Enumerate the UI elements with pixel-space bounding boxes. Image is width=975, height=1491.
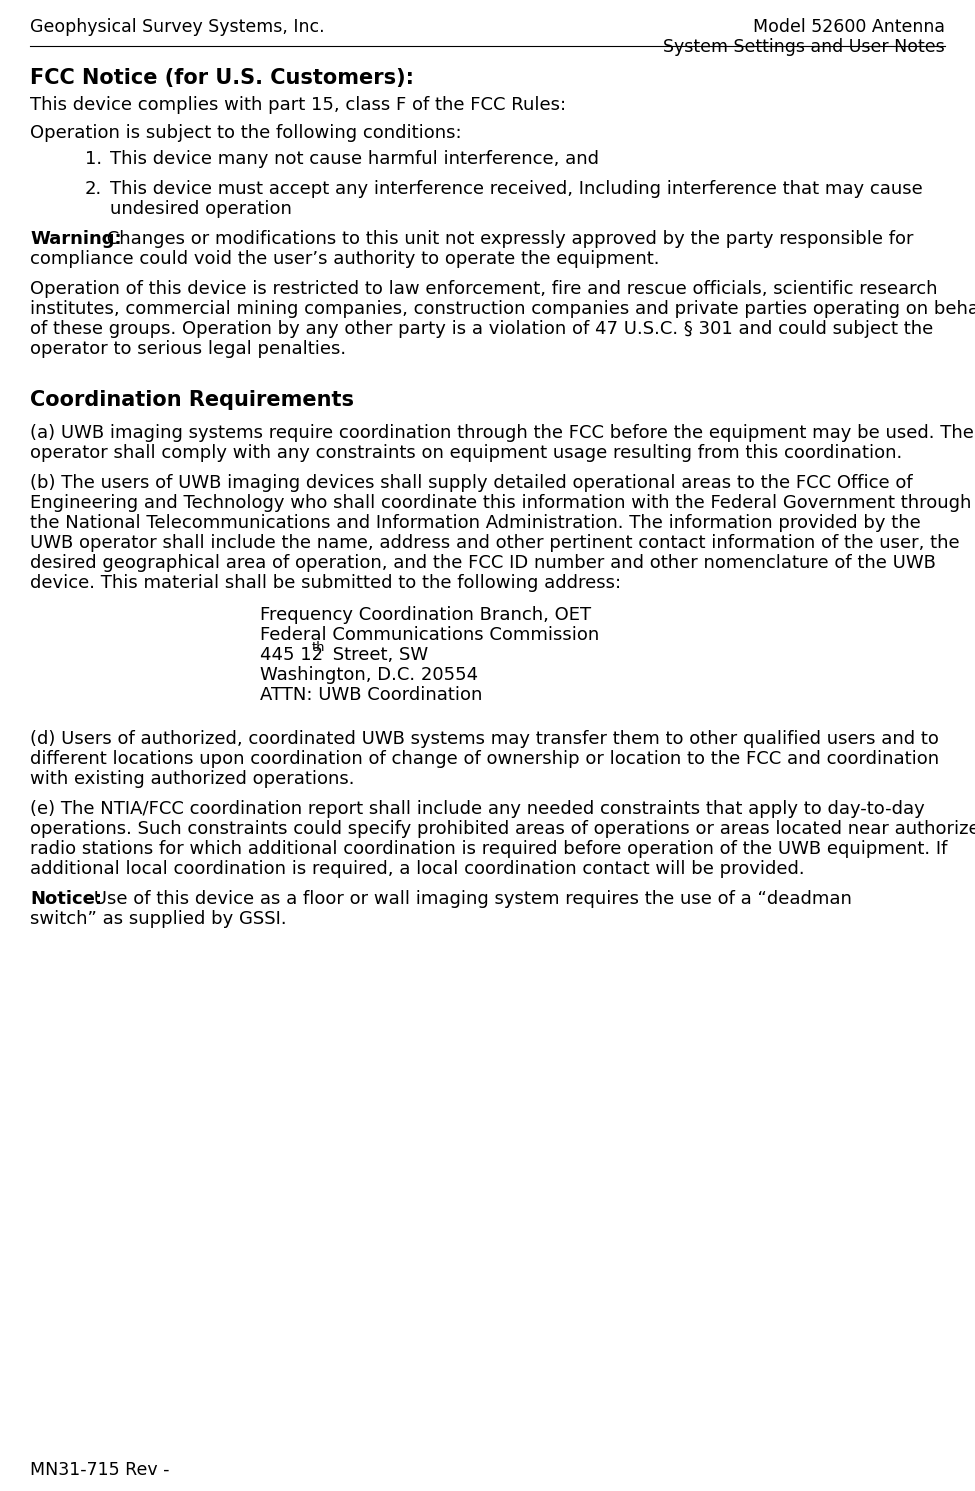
Text: (a) UWB imaging systems require coordination through the FCC before the equipmen: (a) UWB imaging systems require coordina… <box>30 423 974 441</box>
Text: Frequency Coordination Branch, OET: Frequency Coordination Branch, OET <box>260 605 591 625</box>
Text: Model 52600 Antenna: Model 52600 Antenna <box>753 18 945 36</box>
Text: FCC Notice (for U.S. Customers):: FCC Notice (for U.S. Customers): <box>30 69 414 88</box>
Text: with existing authorized operations.: with existing authorized operations. <box>30 769 355 789</box>
Text: (e) The NTIA/FCC coordination report shall include any needed constraints that a: (e) The NTIA/FCC coordination report sha… <box>30 801 924 819</box>
Text: different locations upon coordination of change of ownership or location to the : different locations upon coordination of… <box>30 750 939 768</box>
Text: institutes, commercial mining companies, construction companies and private part: institutes, commercial mining companies,… <box>30 300 975 318</box>
Text: compliance could void the user’s authority to operate the equipment.: compliance could void the user’s authori… <box>30 250 659 268</box>
Text: undesired operation: undesired operation <box>110 200 292 218</box>
Text: This device complies with part 15, class F of the FCC Rules:: This device complies with part 15, class… <box>30 95 566 113</box>
Text: Geophysical Survey Systems, Inc.: Geophysical Survey Systems, Inc. <box>30 18 325 36</box>
Text: 445 12: 445 12 <box>260 646 323 663</box>
Text: Warning:: Warning: <box>30 230 122 248</box>
Text: Federal Communications Commission: Federal Communications Commission <box>260 626 600 644</box>
Text: operations. Such constraints could specify prohibited areas of operations or are: operations. Such constraints could speci… <box>30 820 975 838</box>
Text: 1.: 1. <box>85 151 102 168</box>
Text: System Settings and User Notes: System Settings and User Notes <box>663 37 945 57</box>
Text: Operation is subject to the following conditions:: Operation is subject to the following co… <box>30 124 461 142</box>
Text: Washington, D.C. 20554: Washington, D.C. 20554 <box>260 666 478 684</box>
Text: ATTN: UWB Coordination: ATTN: UWB Coordination <box>260 686 483 704</box>
Text: This device many not cause harmful interference, and: This device many not cause harmful inter… <box>110 151 599 168</box>
Text: Engineering and Technology who shall coordinate this information with the Federa: Engineering and Technology who shall coo… <box>30 494 971 511</box>
Text: operator shall comply with any constraints on equipment usage resulting from thi: operator shall comply with any constrain… <box>30 444 902 462</box>
Text: 2.: 2. <box>85 180 102 198</box>
Text: additional local coordination is required, a local coordination contact will be : additional local coordination is require… <box>30 860 804 878</box>
Text: desired geographical area of operation, and the FCC ID number and other nomencla: desired geographical area of operation, … <box>30 555 936 573</box>
Text: of these groups. Operation by any other party is a violation of 47 U.S.C. § 301 : of these groups. Operation by any other … <box>30 321 933 338</box>
Text: switch” as supplied by GSSI.: switch” as supplied by GSSI. <box>30 910 287 927</box>
Text: Coordination Requirements: Coordination Requirements <box>30 391 354 410</box>
Text: th: th <box>312 641 326 655</box>
Text: MN31-715 Rev -: MN31-715 Rev - <box>30 1461 170 1479</box>
Text: UWB operator shall include the name, address and other pertinent contact informa: UWB operator shall include the name, add… <box>30 534 959 552</box>
Text: Street, SW: Street, SW <box>327 646 428 663</box>
Text: This device must accept any interference received, Including interference that m: This device must accept any interference… <box>110 180 922 198</box>
Text: the National Telecommunications and Information Administration. The information : the National Telecommunications and Info… <box>30 514 920 532</box>
Text: operator to serious legal penalties.: operator to serious legal penalties. <box>30 340 346 358</box>
Text: Use of this device as a floor or wall imaging system requires the use of a “dead: Use of this device as a floor or wall im… <box>88 890 852 908</box>
Text: radio stations for which additional coordination is required before operation of: radio stations for which additional coor… <box>30 839 948 857</box>
Text: Notice:: Notice: <box>30 890 102 908</box>
Text: Operation of this device is restricted to law enforcement, fire and rescue offic: Operation of this device is restricted t… <box>30 280 938 298</box>
Text: Changes or modifications to this unit not expressly approved by the party respon: Changes or modifications to this unit no… <box>101 230 914 248</box>
Text: (b) The users of UWB imaging devices shall supply detailed operational areas to : (b) The users of UWB imaging devices sha… <box>30 474 913 492</box>
Text: (d) Users of authorized, coordinated UWB systems may transfer them to other qual: (d) Users of authorized, coordinated UWB… <box>30 731 939 748</box>
Text: device. This material shall be submitted to the following address:: device. This material shall be submitted… <box>30 574 621 592</box>
